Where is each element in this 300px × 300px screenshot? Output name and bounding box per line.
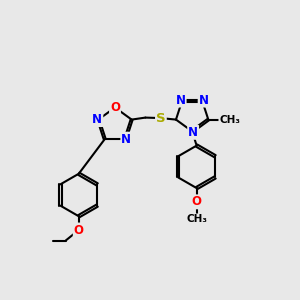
Text: CH₃: CH₃ [219, 115, 240, 124]
Text: O: O [110, 101, 120, 114]
Text: O: O [192, 195, 202, 208]
Text: N: N [188, 126, 198, 139]
Text: N: N [176, 94, 186, 106]
Text: O: O [74, 224, 84, 236]
Text: N: N [121, 133, 131, 146]
Text: CH₃: CH₃ [186, 214, 207, 224]
Text: S: S [156, 112, 166, 124]
Text: N: N [92, 113, 102, 126]
Text: N: N [199, 94, 208, 106]
